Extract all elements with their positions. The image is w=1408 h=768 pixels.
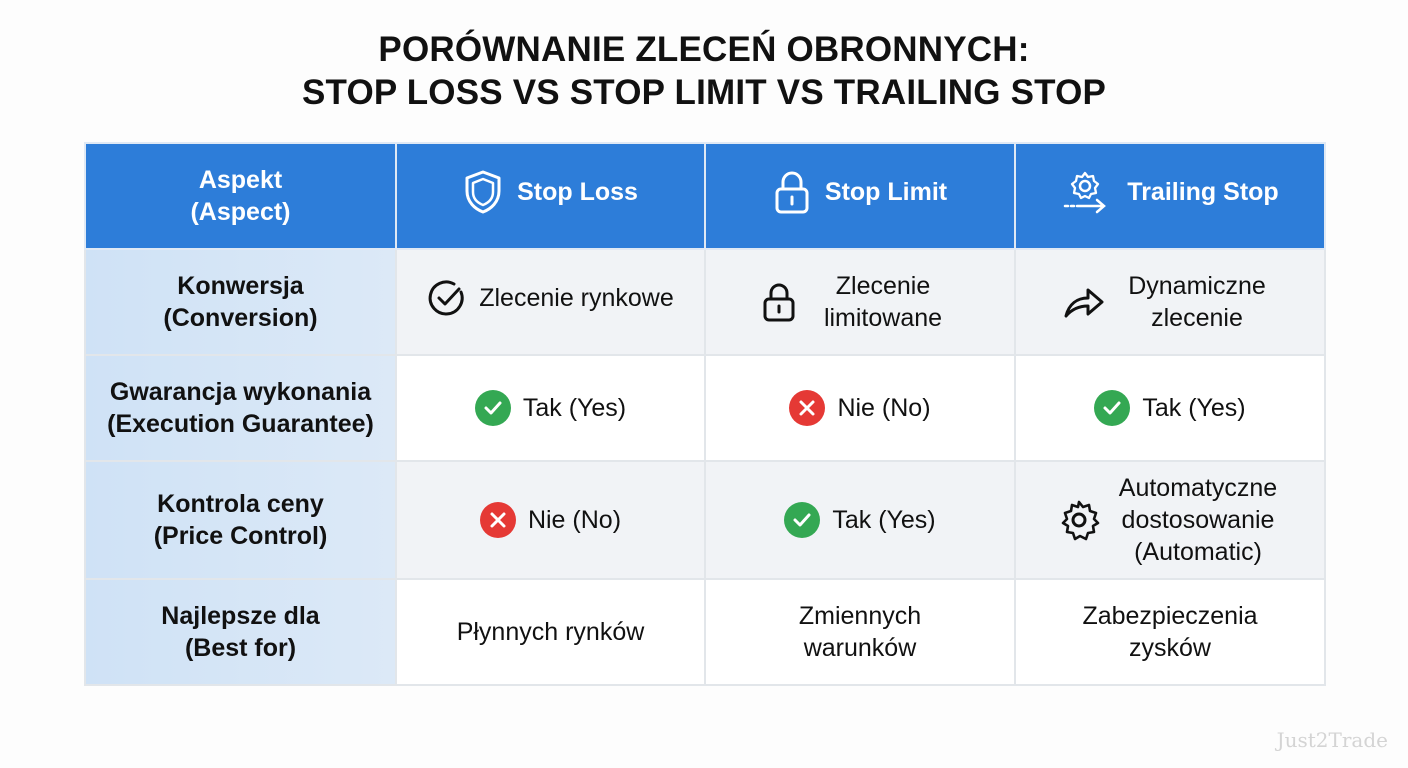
aspect-label-en: (Price Control) — [153, 522, 328, 550]
table-row: Kontrola ceny (Price Control) Nie (No) Ta… — [84, 460, 1326, 580]
gear-icon — [1061, 500, 1100, 541]
table-cell: Tak (Yes) — [704, 460, 1016, 580]
cell-text: Płynnych rynków — [456, 618, 645, 646]
check-circle-icon — [428, 280, 464, 316]
title-line-2: STOP LOSS VS STOP LIMIT VS TRAILING STOP — [301, 73, 1107, 112]
yes-icon — [784, 501, 821, 538]
aspect-label-en: (Conversion) — [163, 304, 318, 332]
cell-text: Tak (Yes) — [832, 505, 936, 534]
row-aspect: Konwersja (Conversion) — [84, 248, 397, 356]
header-trailing-stop: Trailing Stop — [1014, 142, 1326, 250]
header-aspect-label-en: (Aspect) — [190, 198, 291, 226]
aspect-label: Kontrola ceny — [157, 490, 324, 518]
aspect-label: Konwersja — [177, 272, 304, 300]
table-cell: Zlecenie rynkowe — [395, 248, 706, 356]
aspect-label: Gwarancja wykonania — [109, 378, 372, 406]
cell-text: Zabezpieczenia zysków — [1082, 602, 1258, 662]
header-stop-loss: Stop Loss — [395, 142, 706, 250]
aspect-label-en: (Execution Guarantee) — [107, 410, 374, 438]
table-row: Gwarancja wykonania (Execution Guarantee)… — [84, 354, 1326, 462]
row-aspect: Gwarancja wykonania (Execution Guarantee) — [84, 354, 397, 462]
table-cell: Nie (No) — [704, 354, 1016, 462]
lock-icon — [763, 283, 795, 322]
cell-text: Nie (No) — [527, 506, 622, 534]
table-cell: Tak (Yes) — [395, 354, 706, 462]
gear-arrow-icon — [1064, 171, 1107, 214]
aspect-label-en: (Best for) — [184, 634, 297, 662]
lock-icon — [775, 171, 809, 214]
share-arrow-icon — [1064, 288, 1104, 318]
header-stop-loss-label: Stop Loss — [517, 178, 638, 206]
cell-text: Zmiennych warunków — [798, 602, 922, 662]
cell-text: Nie (No) — [837, 394, 931, 422]
cell-text: Tak (Yes) — [522, 393, 627, 422]
header-aspect-label: Aspekt — [198, 166, 283, 194]
table-cell: Automatyczne dostosowanie (Automatic) — [1014, 460, 1326, 580]
header-trailing-stop-label: Trailing Stop — [1127, 178, 1279, 206]
cell-text: Zlecenie limitowane — [823, 272, 943, 332]
table-row: Najlepsze dla (Best for) Płynnych rynków … — [84, 578, 1326, 686]
table-cell: Zmiennych warunków — [704, 578, 1016, 686]
no-icon — [479, 502, 516, 538]
cell-text: Dynamiczne zlecenie — [1128, 272, 1266, 332]
comparison-table: Aspekt (Aspect) Stop Loss Stop Limit Tra… — [84, 142, 1326, 686]
table-cell: Zabezpieczenia zysków — [1014, 578, 1326, 686]
cell-text: Tak (Yes) — [1142, 393, 1246, 422]
table-cell: Dynamiczne zlecenie — [1014, 248, 1326, 356]
cell-text: Automatyczne dostosowanie (Automatic) — [1118, 474, 1278, 566]
table-cell: Nie (No) — [395, 460, 706, 580]
shield-icon — [465, 170, 501, 214]
header-stop-limit-label: Stop Limit — [824, 178, 948, 206]
header-aspect: Aspekt (Aspect) — [84, 142, 397, 250]
no-icon — [789, 390, 826, 426]
yes-icon — [1094, 389, 1131, 426]
table-row: Konwersja (Conversion) Zlecenie rynkowe Z… — [84, 248, 1326, 356]
yes-icon — [474, 389, 511, 426]
row-aspect: Kontrola ceny (Price Control) — [84, 460, 397, 580]
table-cell: Zlecenie limitowane — [704, 248, 1016, 356]
page-title: PORÓWNANIE ZLECEŃ OBRONNYCH: STOP LOSS V… — [0, 28, 1408, 114]
header-stop-limit: Stop Limit — [704, 142, 1016, 250]
table-cell: Płynnych rynków — [395, 578, 706, 686]
title-line-1: PORÓWNANIE ZLECEŃ OBRONNYCH: — [378, 30, 1030, 69]
watermark: Just2Trade — [1276, 728, 1388, 752]
table-header-row: Aspekt (Aspect) Stop Loss Stop Limit Tra… — [84, 142, 1326, 250]
table-cell: Tak (Yes) — [1014, 354, 1326, 462]
cell-text: Zlecenie rynkowe — [479, 284, 674, 312]
row-aspect: Najlepsze dla (Best for) — [84, 578, 397, 686]
aspect-label: Najlepsze dla — [161, 602, 320, 630]
